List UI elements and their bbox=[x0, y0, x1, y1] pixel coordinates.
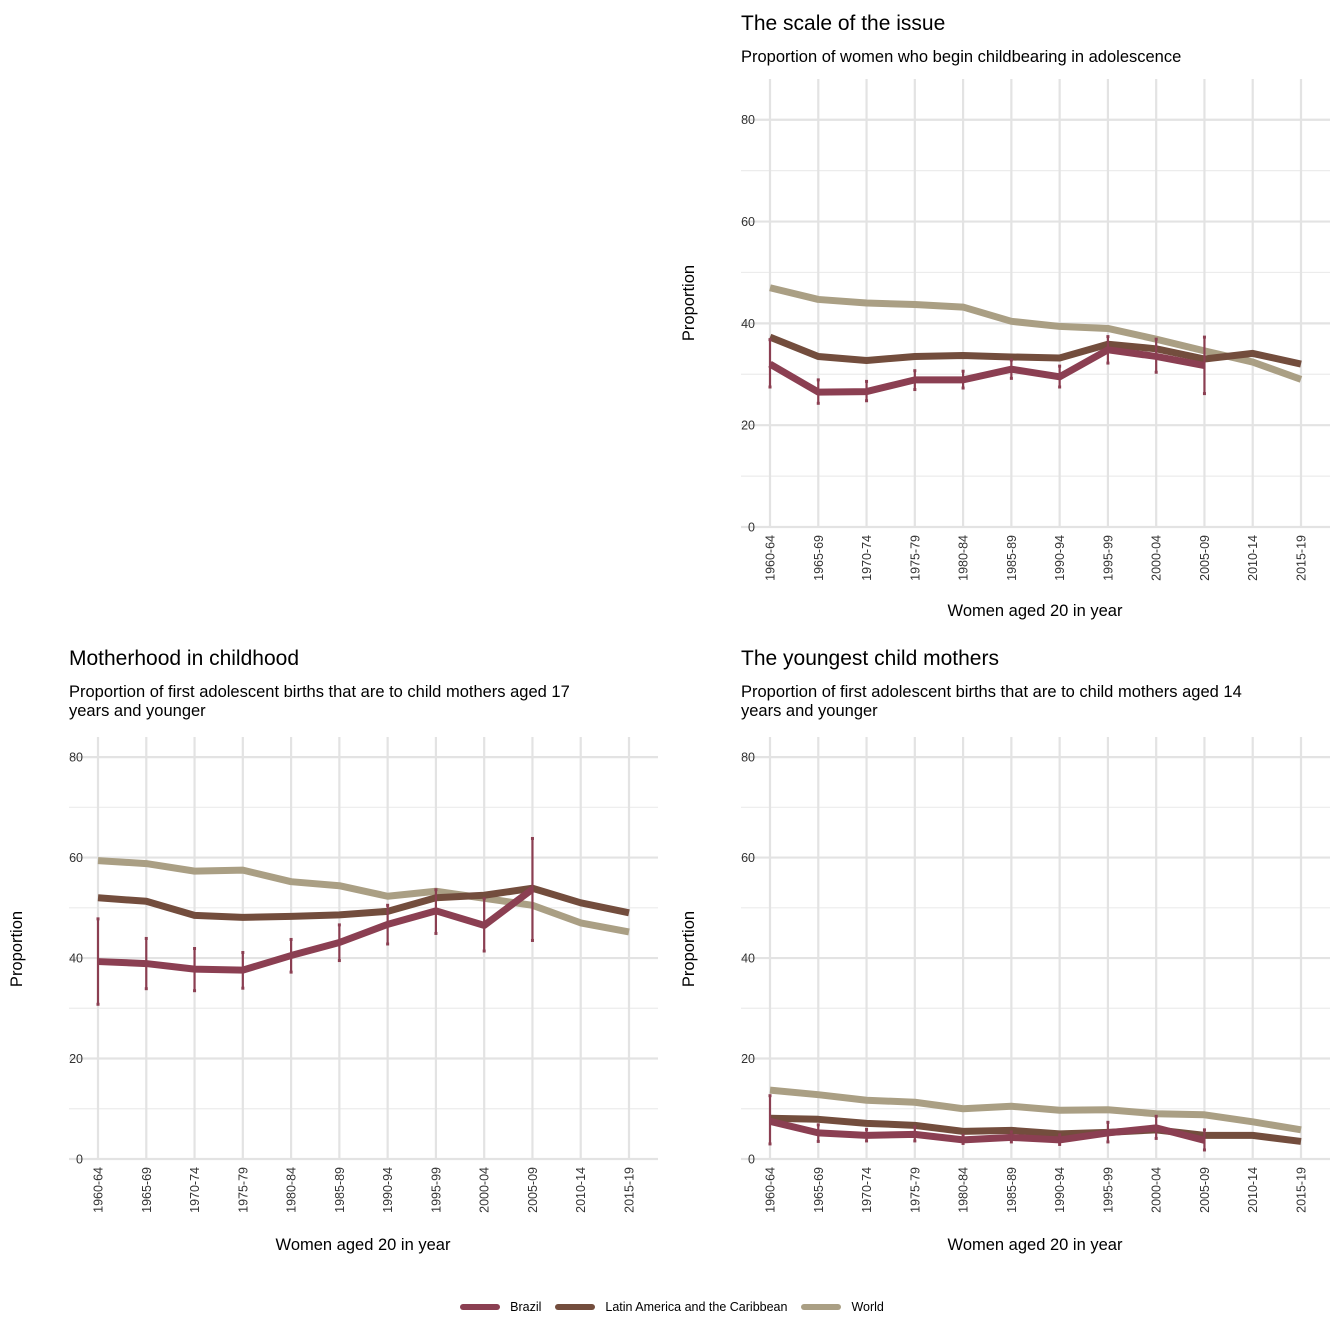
series-line-latin-america-and-the-caribbean bbox=[97, 884, 630, 921]
series-line-brazil bbox=[769, 1117, 1206, 1144]
x-tick-label: 1995-99 bbox=[1101, 535, 1115, 581]
x-tick-label: 1995-99 bbox=[429, 1167, 443, 1213]
series-line-brazil bbox=[768, 346, 1206, 396]
x-tick-label: 1990-94 bbox=[1053, 535, 1067, 581]
error-bars-brazil bbox=[96, 836, 534, 1006]
y-tick-label: 0 bbox=[748, 1153, 755, 1167]
y-tick-label: 40 bbox=[69, 952, 83, 966]
x-tick-label: 1980-84 bbox=[957, 1167, 971, 1213]
y-tick-label: 60 bbox=[741, 215, 755, 229]
y-tick-label: 60 bbox=[69, 851, 83, 865]
x-tick-label: 1970-74 bbox=[860, 1167, 874, 1213]
y-tick-label: 0 bbox=[748, 521, 755, 535]
legend: Brazil Latin America and the Caribbean W… bbox=[0, 1296, 1344, 1318]
x-tick-label: 2000-04 bbox=[478, 1167, 492, 1213]
grid bbox=[741, 79, 1330, 529]
x-tick-label: 1970-74 bbox=[860, 535, 874, 581]
x-tick-label: 1980-84 bbox=[957, 535, 971, 581]
x-tick-label: 1985-89 bbox=[333, 1167, 347, 1213]
legend-key-latin-america bbox=[555, 1304, 596, 1310]
x-tick-label: 1980-84 bbox=[285, 1167, 299, 1213]
x-tick-label: 2005-09 bbox=[1198, 535, 1212, 581]
y-tick-label: 80 bbox=[741, 113, 755, 127]
y-axis-title: Proportion bbox=[680, 911, 698, 987]
series-line-world bbox=[97, 857, 630, 936]
y-tick-label: 40 bbox=[741, 317, 755, 331]
x-tick-label: 1960-64 bbox=[764, 535, 778, 581]
error-bars-brazil bbox=[768, 335, 1206, 405]
series-line-latin-america-and-the-caribbean bbox=[769, 1114, 1302, 1145]
x-tick-label: 1985-89 bbox=[1005, 1167, 1019, 1213]
x-tick-label: 2010-14 bbox=[1246, 535, 1260, 581]
x-tick-label: 1960-64 bbox=[764, 1167, 778, 1213]
y-tick-label: 80 bbox=[69, 751, 83, 765]
series-line-world bbox=[769, 1086, 1302, 1134]
series-line-brazil bbox=[97, 886, 535, 974]
x-tick-label: 2000-04 bbox=[1150, 1167, 1164, 1213]
y-axis-title: Proportion bbox=[680, 265, 698, 341]
chart-subtitle: Proportion of first adolescent births th… bbox=[69, 683, 570, 720]
x-tick-label: 1990-94 bbox=[1053, 1167, 1067, 1213]
chart-title: The youngest child mothers bbox=[741, 647, 999, 670]
legend-key-brazil bbox=[460, 1304, 501, 1310]
x-tick-label: 1985-89 bbox=[1005, 535, 1019, 581]
grid bbox=[741, 737, 1330, 1161]
legend-item-brazil: Brazil bbox=[460, 1300, 541, 1314]
chart-subtitle: Proportion of first adolescent births th… bbox=[741, 683, 1242, 720]
x-tick-label: 2000-04 bbox=[1150, 535, 1164, 581]
legend-label: Brazil bbox=[510, 1300, 542, 1314]
x-tick-label: 1970-74 bbox=[188, 1167, 202, 1213]
x-tick-label: 1960-64 bbox=[92, 1167, 106, 1213]
x-tick-label: 2015-19 bbox=[1295, 535, 1309, 581]
y-tick-label: 60 bbox=[741, 851, 755, 865]
error-bars-brazil bbox=[768, 1094, 1206, 1152]
x-tick-label: 1990-94 bbox=[381, 1167, 395, 1213]
chart-subtitle: Proportion of women who begin childbeari… bbox=[741, 48, 1182, 66]
chart-title: Motherhood in childhood bbox=[69, 647, 299, 670]
series-line-world bbox=[769, 284, 1303, 383]
y-tick-label: 40 bbox=[741, 952, 755, 966]
x-tick-label: 2005-09 bbox=[526, 1167, 540, 1213]
x-axis-title: Women aged 20 in year bbox=[948, 1236, 1123, 1254]
y-axis-title: Proportion bbox=[8, 911, 26, 987]
x-tick-label: 1975-79 bbox=[908, 535, 922, 581]
legend-item-world: World bbox=[801, 1300, 884, 1314]
y-tick-label: 20 bbox=[741, 1052, 755, 1066]
legend-label: World bbox=[851, 1300, 884, 1314]
y-tick-label: 0 bbox=[76, 1153, 83, 1167]
x-tick-label: 2015-19 bbox=[1295, 1167, 1309, 1213]
series-line-latin-america-and-the-caribbean bbox=[768, 333, 1302, 368]
x-tick-label: 1965-69 bbox=[812, 1167, 826, 1213]
x-axis-title: Women aged 20 in year bbox=[276, 1236, 451, 1254]
y-tick-label: 20 bbox=[741, 419, 755, 433]
x-tick-label: 1975-79 bbox=[908, 1167, 922, 1213]
legend-item-latin-america: Latin America and the Caribbean bbox=[555, 1300, 787, 1314]
x-tick-label: 2010-14 bbox=[1246, 1167, 1260, 1213]
chart-title: The scale of the issue bbox=[741, 12, 946, 35]
x-tick-label: 1965-69 bbox=[812, 535, 826, 581]
x-tick-label: 2015-19 bbox=[623, 1167, 637, 1213]
x-tick-label: 2005-09 bbox=[1198, 1167, 1212, 1213]
x-tick-label: 1975-79 bbox=[236, 1167, 250, 1213]
x-tick-label: 1995-99 bbox=[1101, 1167, 1115, 1213]
legend-key-world bbox=[801, 1304, 842, 1310]
x-axis-title: Women aged 20 in year bbox=[948, 602, 1123, 620]
x-tick-label: 2010-14 bbox=[574, 1167, 588, 1213]
x-tick-label: 1965-69 bbox=[140, 1167, 154, 1213]
legend-label: Latin America and the Caribbean bbox=[605, 1300, 788, 1314]
y-tick-label: 20 bbox=[69, 1052, 83, 1066]
y-tick-label: 80 bbox=[741, 751, 755, 765]
